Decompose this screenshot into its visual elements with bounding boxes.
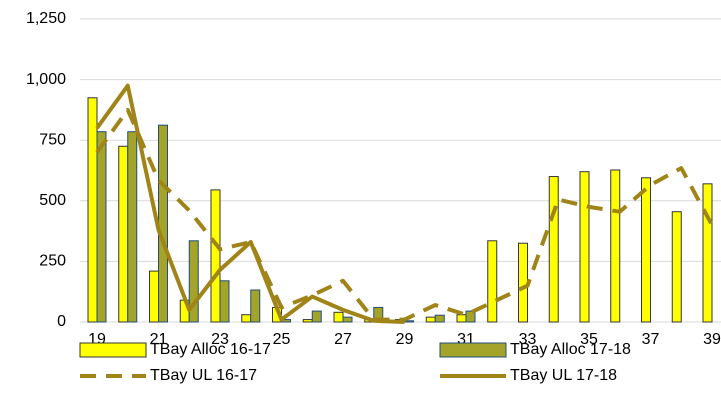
- legend-label: TBay Alloc 16-17: [150, 341, 271, 358]
- bar: [250, 289, 261, 323]
- bar: [425, 316, 436, 323]
- bar: [333, 311, 344, 323]
- bar: [241, 314, 252, 323]
- x-tick-label: 25: [273, 331, 291, 348]
- bar: [610, 169, 621, 323]
- bar: [434, 314, 445, 323]
- legend-swatch: [439, 342, 507, 358]
- x-tick-label: 39: [703, 331, 721, 348]
- bar: [188, 240, 199, 323]
- bar: [641, 177, 651, 323]
- line-series: [95, 107, 714, 322]
- x-tick-label: 33: [519, 331, 537, 348]
- bar: [118, 145, 129, 323]
- bar: [487, 240, 498, 323]
- y-tick-label: 0: [57, 313, 66, 330]
- x-tick-label: 37: [642, 331, 660, 348]
- bar: [311, 310, 322, 323]
- y-tick-label: 1,250: [26, 10, 66, 27]
- bar: [579, 171, 590, 323]
- x-tick-label: 21: [150, 331, 168, 348]
- bar: [158, 124, 168, 323]
- x-tick-label: 29: [396, 331, 414, 348]
- bar: [87, 97, 98, 323]
- line-series: [95, 83, 405, 324]
- bar: [127, 131, 138, 323]
- bar: [702, 183, 713, 323]
- y-tick-label: 1,000: [26, 71, 66, 88]
- bar: [518, 242, 528, 323]
- bar: [465, 310, 476, 323]
- y-tick-label: 500: [39, 192, 66, 209]
- bar: [302, 319, 313, 323]
- bar: [149, 270, 159, 323]
- bar: [219, 280, 230, 323]
- y-tick-label: 750: [39, 131, 66, 148]
- x-tick-label: 27: [334, 331, 352, 348]
- legend-label: TBay UL 17-18: [510, 367, 617, 384]
- x-tick-label: 23: [211, 331, 229, 348]
- legend-label: TBay UL 16-17: [150, 367, 257, 384]
- bar: [671, 211, 682, 323]
- bar: [342, 316, 353, 323]
- legend-swatch: [79, 342, 147, 358]
- y-tick-label: 250: [39, 253, 66, 270]
- legend-label: TBay Alloc 17-18: [510, 341, 631, 358]
- bar: [548, 176, 559, 323]
- bar: [456, 314, 467, 323]
- bar: [96, 131, 107, 323]
- bar: [210, 189, 221, 323]
- x-tick-label: 35: [580, 331, 598, 348]
